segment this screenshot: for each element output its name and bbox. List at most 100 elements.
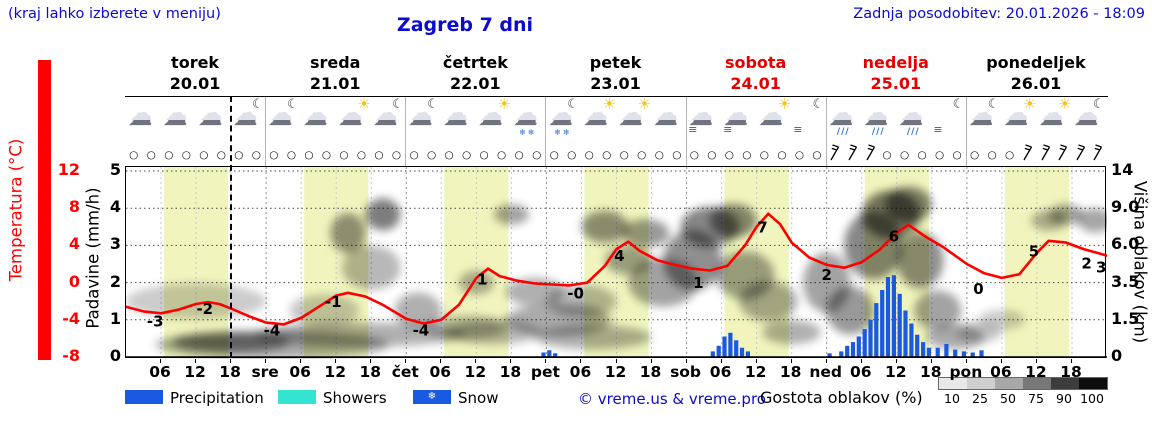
cloud-density-scale: 10 25 50 75 90 100 <box>938 377 1108 407</box>
sun-icon: ☀ <box>497 95 511 113</box>
cloud-scale-cell-100 <box>1079 378 1107 389</box>
cloud-icon: ☁ <box>407 102 433 131</box>
calm-wind-icon: ○ <box>199 149 209 161</box>
precip-axis-tick: 0 <box>109 346 121 365</box>
calm-wind-icon: ○ <box>1005 149 1015 161</box>
cloud-icon: ☁ <box>1073 102 1099 131</box>
weather-icon-cloud: ☁ ☁ <box>196 99 230 139</box>
plot-area: -3 -2 -4 -1 -4 1 -0 4 1 7 2 6 0 5 2 3 <box>125 166 1107 359</box>
calm-wind-icon: ○ <box>164 149 174 161</box>
axis-tick-mark <box>195 359 197 363</box>
cloud-icon: ☁ <box>582 102 608 131</box>
precip-bar <box>874 303 879 357</box>
precip-bar <box>547 350 552 357</box>
cloud-icon: ☁ <box>129 100 153 126</box>
axis-tick-mark <box>755 359 757 363</box>
cloud-icon: ☁ <box>760 100 784 126</box>
day-date: 22.01 <box>450 74 501 93</box>
wind-icon: ≡ <box>723 123 733 136</box>
calm-wind-icon: ○ <box>339 149 349 161</box>
calm-wind-icon: ○ <box>567 149 577 161</box>
moon-icon: ☾ <box>287 97 299 112</box>
x-axis-label-sob: sob <box>670 363 702 381</box>
cloud-blob <box>1048 204 1084 225</box>
cloud-scale-label-50: 50 <box>1000 391 1016 406</box>
cloud-scale-cells <box>938 377 1108 390</box>
calm-wind-icon: ○ <box>812 149 822 161</box>
day-name: petek <box>589 53 642 72</box>
cloud-scale-label-25: 25 <box>972 391 988 406</box>
precip-bar <box>921 342 926 357</box>
precip-bar <box>728 332 733 357</box>
wind-barb-icon <box>864 144 877 165</box>
weather-icon-cloud-rain: ☁ ☁ ∕∕∕ <box>861 99 895 139</box>
calm-wind-icon: ○ <box>304 149 314 161</box>
temp-axis-tick: 12 <box>57 160 80 179</box>
axis-tick-mark <box>860 359 862 363</box>
x-axis-label-pet: pet <box>530 363 560 381</box>
calm-wind-icon: ○ <box>952 149 962 161</box>
cloud-icon: ☁ <box>302 102 328 131</box>
calm-wind-icon: ○ <box>409 149 419 161</box>
sun-icon: ☀ <box>1057 95 1072 113</box>
calm-wind-icon: ○ <box>234 149 244 161</box>
precip-axis-label: Padavine (mm/h) <box>83 187 103 329</box>
temp-value-label: 1 <box>693 274 703 292</box>
cloud-scale-cell-50 <box>995 378 1023 389</box>
precip-bar <box>915 334 920 357</box>
cloud-icon: ☁ <box>339 100 363 126</box>
precip-bar <box>862 329 867 357</box>
temp-value-label: 2 <box>821 266 831 284</box>
axis-tick-mark <box>720 359 722 363</box>
cloud-icon: ☁ <box>1075 100 1099 126</box>
x-axis-label-06: 06 <box>149 363 171 381</box>
x-axis-label-sre: sre <box>251 363 279 381</box>
axis-tick-mark <box>825 359 827 363</box>
cloud-blob <box>739 281 798 322</box>
temp-value-label: 6 <box>889 228 899 246</box>
cloud-icon: ☁ <box>690 100 714 126</box>
cloud-icon: ☁ <box>653 102 679 131</box>
x-axis-label-06: 06 <box>569 363 592 381</box>
temp-axis-label: Temperatura (°C) <box>6 138 26 282</box>
cloud-icon: ☁ <box>688 102 714 131</box>
wind-barb-icon <box>1074 144 1087 165</box>
weather-icon-cloud-wind: ☁ ☁ ≡ <box>686 99 720 139</box>
cloud-blob <box>581 210 629 243</box>
page-title: Zagreb 7 dni <box>396 14 534 36</box>
day-date: 23.01 <box>590 74 641 93</box>
cloud-density-label: Gostota oblakov (%) <box>760 388 923 407</box>
cloud-axis-tick: 9.0 <box>1111 197 1140 217</box>
cloud-icon: ☁ <box>199 100 223 126</box>
precip-axis-tick: 4 <box>109 197 121 217</box>
day-separator <box>545 97 547 166</box>
precip-bar <box>891 275 896 357</box>
day-header-sreda: sreda 21.01 <box>270 52 400 94</box>
temp-axis-tick: -4 <box>62 308 80 328</box>
temp-axis-tick: 0 <box>68 271 80 291</box>
vreme-links[interactable]: © vreme.us & vreme.pro <box>578 390 766 408</box>
weather-icon-cloud-sun: ☀ ☁ ☁ <box>1036 95 1072 139</box>
calm-wind-icon: ○ <box>444 149 454 161</box>
cloud-blob <box>709 203 757 238</box>
cloud-icon: ☁ <box>477 102 503 131</box>
cloud-blob <box>622 219 670 247</box>
cloud-icon: ☁ <box>758 102 784 131</box>
temp-value-label: -1 <box>325 293 342 311</box>
x-axis-label-06: 06 <box>289 363 311 381</box>
calm-wind-icon: ○ <box>269 149 279 161</box>
calm-wind-icon: ○ <box>251 149 261 161</box>
x-axis-label-18: 18 <box>499 363 522 381</box>
axis-tick-mark <box>1000 359 1002 363</box>
x-axis-label-18: 18 <box>639 363 662 381</box>
moon-icon: ☾ <box>1092 97 1105 112</box>
x-axis-label-06: 06 <box>849 363 872 381</box>
calm-wind-icon: ○ <box>672 149 682 161</box>
calm-wind-icon: ○ <box>987 149 997 161</box>
weather-icon-cloud-sun: ☀ ☁ ☁ <box>581 97 616 139</box>
axis-tick-mark <box>615 359 617 363</box>
precip-bar <box>953 349 958 357</box>
weather-icon-moon-wind: ☾ ≡ <box>791 98 825 139</box>
cloud-axis-tick: 0 <box>1111 346 1123 365</box>
weather-icon-cloud-rain: ☁ ☁ ∕∕∕ <box>896 99 930 139</box>
